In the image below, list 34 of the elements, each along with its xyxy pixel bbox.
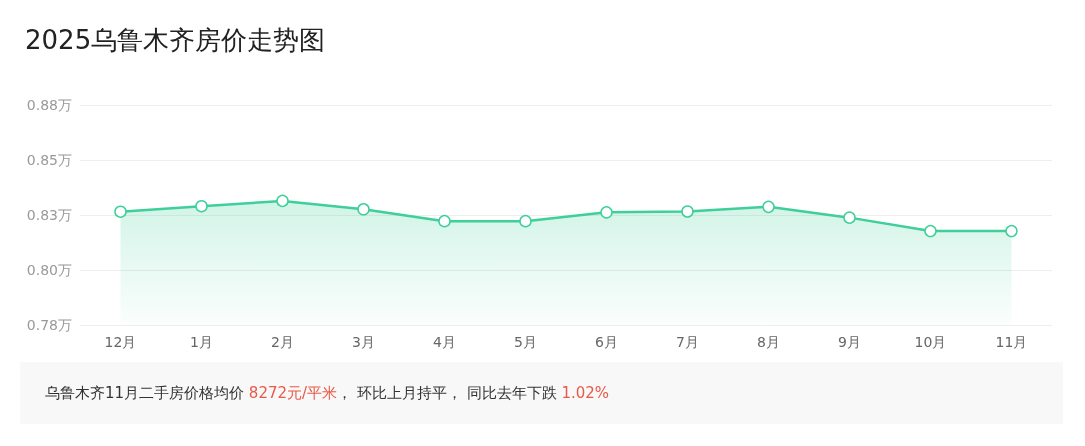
y-tick-label: 0.88万 bbox=[26, 97, 72, 113]
y-tick-label: 0.80万 bbox=[26, 262, 72, 278]
chart-title: 2025乌鲁木齐房价走势图 bbox=[25, 25, 326, 55]
y-tick-label: 0.78万 bbox=[26, 317, 72, 333]
point bbox=[276, 194, 289, 208]
text: 8272元/平米 bbox=[248, 384, 338, 402]
point bbox=[1005, 224, 1018, 238]
x-tick-label: 8月 bbox=[757, 334, 780, 350]
point bbox=[519, 214, 532, 228]
point bbox=[681, 205, 694, 218]
y-tick-label: 0.85万 bbox=[26, 152, 72, 168]
point bbox=[357, 203, 370, 216]
x-tick-label: 12月 bbox=[104, 334, 137, 350]
x-tick-label: 1月 bbox=[190, 334, 213, 350]
y-tick-label: 0.83万 bbox=[26, 207, 72, 223]
text: 1.02% bbox=[561, 384, 610, 402]
x-tick-label: 3月 bbox=[352, 334, 375, 350]
point bbox=[600, 206, 613, 219]
point bbox=[438, 214, 451, 228]
x-tick-label: 10月 bbox=[914, 334, 947, 350]
point bbox=[195, 199, 208, 213]
text: 乌鲁木齐11月二手房价格均价 bbox=[45, 384, 246, 402]
text: ， 环比上月持平， 同比去年下跌 bbox=[337, 384, 558, 402]
point bbox=[762, 200, 775, 214]
x-tick-label: 11月 bbox=[995, 334, 1028, 350]
point bbox=[843, 211, 856, 224]
point bbox=[114, 205, 127, 218]
x-tick-label: 4月 bbox=[433, 334, 456, 350]
x-tick-label: 2月 bbox=[271, 334, 294, 350]
point bbox=[924, 224, 937, 238]
x-tick-label: 5月 bbox=[514, 334, 537, 350]
x-tick-label: 7月 bbox=[676, 334, 699, 350]
x-tick-label: 9月 bbox=[838, 334, 861, 350]
x-tick-label: 6月 bbox=[595, 334, 618, 350]
